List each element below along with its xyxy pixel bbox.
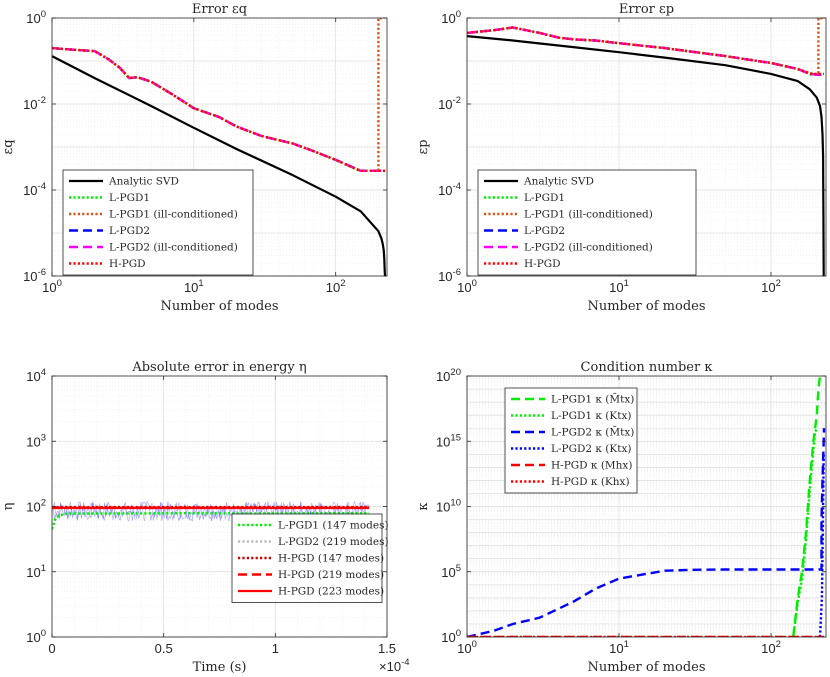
legend-label: Analytic SVD	[523, 176, 594, 188]
y-tick-label: 10-4	[438, 181, 461, 198]
axes-box	[51, 17, 388, 277]
chart-eq: 10-6 10-4 10-2 100 100 101 102 Error εq Number o…	[1, 2, 388, 314]
series-line-0	[467, 35, 825, 276]
legend-label: L-PGD2	[524, 225, 565, 237]
legend-label: L-PGD2 (ill-conditioned)	[524, 242, 653, 254]
legend-label: L-PGD1 (ill-conditioned)	[109, 209, 238, 221]
plot-series	[467, 18, 825, 276]
legend-label: L-PGD2 κ (Ktx)	[551, 443, 632, 455]
y-tick-label: 100	[441, 628, 461, 645]
x-axis-label: Number of modes	[587, 660, 705, 675]
legend: Analytic SVD L-PGD1 L-PGD1 (ill-conditione…	[62, 169, 254, 276]
y-tick-label: 100	[26, 628, 46, 645]
legend-box	[477, 169, 697, 276]
y-axis-label: κ	[416, 502, 431, 510]
plot-series	[52, 500, 370, 530]
y-tick-label: 103	[26, 432, 46, 449]
chart-title: Condition number κ	[581, 360, 713, 375]
series-line-3	[792, 427, 818, 637]
y-tick-label: 10-4	[23, 181, 46, 198]
chart-title: Absolute error in energy η	[131, 360, 306, 375]
legend-label: H-PGD	[109, 258, 146, 270]
y-tick-label: 100	[26, 9, 46, 26]
series-line-0	[52, 55, 387, 276]
y-tick-label: 10-6	[23, 267, 46, 284]
y-axis-label: η	[1, 503, 16, 511]
y-tick-label: 100	[441, 9, 461, 26]
x-tick-label: 100	[457, 639, 477, 656]
plot-series	[52, 18, 387, 276]
y-axis-label: εp	[416, 139, 431, 154]
chart-ep: 10-6 10-4 10-2 100 100 101 102 Error εp Number o…	[416, 2, 827, 314]
y-tick-label: 104	[26, 367, 46, 384]
y-tick-label: 101	[26, 563, 46, 580]
legend-label: Analytic SVD	[108, 176, 179, 188]
x-tick-label: 1.5	[378, 641, 396, 656]
series-line-5	[52, 46, 386, 173]
legend-box	[62, 169, 254, 276]
series-line-2	[467, 26, 824, 76]
legend-label: L-PGD2	[109, 225, 150, 237]
x-tick-label: 102	[761, 278, 781, 295]
y-tick-label: 10-2	[438, 95, 461, 112]
y-tick-label: 10-2	[23, 95, 46, 112]
legend-label: H-PGD	[524, 258, 561, 270]
legend-label: L-PGD1 κ (Ktx)	[551, 410, 632, 422]
x-tick-label: 100	[42, 278, 62, 295]
legend-label: L-PGD2 (219 modes)	[278, 536, 389, 548]
legend-label: L-PGD2 κ (M̄tx)	[551, 426, 634, 439]
series-line-0	[52, 512, 370, 530]
chart-title: Error εp	[619, 2, 674, 17]
legend-label: H-PGD (147 modes)	[278, 553, 384, 565]
x-tick-label: 100	[457, 278, 477, 295]
plot-series	[467, 376, 826, 637]
y-tick-label: 1010	[436, 498, 461, 515]
y-tick-label: 10-6	[438, 267, 461, 284]
x-multiplier: ×10-4	[379, 657, 410, 674]
legend-label: H-PGD κ (Mhx)	[551, 460, 632, 472]
x-tick-label: 1	[272, 641, 279, 656]
legend-label: L-PGD1 (ill-conditioned)	[524, 209, 653, 221]
legend-label: L-PGD1 (147 modes)	[278, 520, 389, 532]
legend: Analytic SVD L-PGD1 L-PGD1 (ill-conditione…	[477, 169, 697, 276]
legend-label: H-PGD (219 modes)	[278, 569, 384, 581]
chart-eta: 100 101 102 103 104 0 0.5 1 1.5×10-4 Absolute err…	[1, 360, 410, 675]
legend: L-PGD1 κ (M̄tx) L-PGD1 κ (Ktx) L-PGD2 κ (M…	[504, 387, 638, 494]
x-axis-label: Number of modes	[587, 299, 705, 314]
grid	[51, 18, 387, 277]
y-tick-label: 102	[26, 498, 46, 515]
legend-label: L-PGD2 (ill-conditioned)	[109, 242, 238, 254]
x-tick-label: 102	[761, 639, 781, 656]
axes-box	[466, 17, 827, 277]
legend-label: L-PGD1	[524, 192, 565, 204]
legend-box	[504, 387, 638, 494]
legend-label: H-PGD (223 modes)	[278, 586, 384, 598]
x-tick-label: 0	[48, 641, 55, 656]
x-tick-label: 101	[609, 278, 629, 295]
y-tick-label: 105	[441, 563, 461, 580]
chart-kappa: 100 105 1010 1015 1020 100 101 102 Condition num…	[416, 360, 827, 675]
legend-label: L-PGD1	[109, 192, 150, 204]
y-tick-label: 1020	[436, 367, 461, 384]
x-tick-label: 102	[326, 278, 346, 295]
legend: L-PGD1 (147 modes) L-PGD2 (219 modes) H-PG…	[231, 513, 389, 603]
x-tick-label: 101	[184, 278, 204, 295]
x-tick-label: 0.5	[155, 641, 173, 656]
legend-label: L-PGD1 κ (M̄tx)	[551, 393, 634, 406]
y-axis-label: εq	[1, 139, 16, 154]
x-axis-label: Number of modes	[160, 299, 278, 314]
legend-label: H-PGD κ (Khx)	[551, 476, 630, 488]
x-tick-label: 101	[609, 639, 629, 656]
chart-title: Error εq	[192, 2, 247, 17]
y-tick-label: 1015	[436, 432, 461, 449]
series-line-0	[467, 428, 826, 637]
x-axis-label: Time (s)	[193, 660, 247, 675]
